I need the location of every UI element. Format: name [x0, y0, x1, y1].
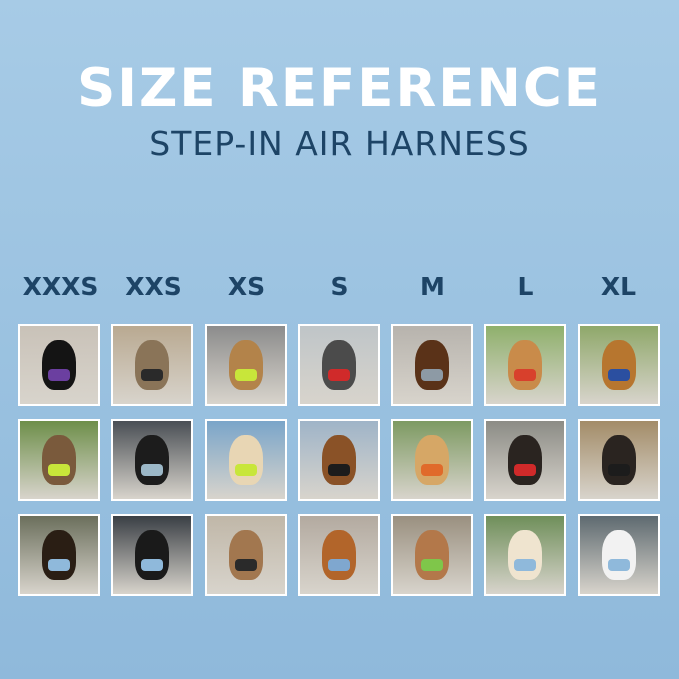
size-label-s: S — [330, 272, 349, 301]
dog-photo-grid — [18, 324, 660, 596]
harness-figure — [234, 368, 257, 381]
harness-figure — [607, 558, 630, 571]
harness-figure — [421, 558, 444, 571]
page-title: SIZE REFERENCE — [77, 58, 602, 119]
dog-photo — [18, 324, 100, 406]
harness-figure — [514, 463, 537, 476]
dog-photo — [297, 324, 380, 406]
dog-photo — [484, 419, 567, 501]
dog-figure — [508, 340, 543, 391]
dog-figure — [228, 340, 263, 391]
dog-photo — [577, 419, 660, 501]
dog-figure — [601, 435, 636, 486]
harness-figure — [327, 463, 350, 476]
size-label-xxxs: XXXS — [22, 272, 99, 301]
size-label-xs: XS — [227, 272, 266, 301]
dog-figure — [135, 340, 170, 391]
dog-photo — [18, 514, 100, 596]
dog-photo — [111, 419, 194, 501]
harness-figure — [48, 558, 70, 571]
harness-figure — [514, 368, 537, 381]
dog-photo — [18, 419, 100, 501]
dog-photo — [204, 419, 287, 501]
size-label-xxs: XXS — [125, 272, 182, 301]
dog-figure — [415, 340, 450, 391]
page-subtitle: STEP-IN AIR HARNESS — [149, 124, 530, 163]
dog-photo — [111, 514, 194, 596]
harness-figure — [234, 463, 257, 476]
harness-figure — [141, 463, 164, 476]
dog-figure — [228, 435, 263, 486]
size-label-m: M — [420, 272, 445, 301]
dog-photo — [111, 324, 194, 406]
dog-photo — [297, 419, 380, 501]
harness-figure — [141, 558, 164, 571]
dog-figure — [601, 530, 636, 581]
size-labels: XXXS XXS XS S M L XL — [14, 272, 666, 302]
dog-photo — [297, 514, 380, 596]
dog-figure — [601, 340, 636, 391]
dog-figure — [321, 530, 356, 581]
harness-figure — [607, 368, 630, 381]
dog-photo — [484, 514, 567, 596]
dog-figure — [321, 340, 356, 391]
harness-figure — [607, 463, 630, 476]
harness-figure — [421, 368, 444, 381]
dog-figure — [135, 435, 170, 486]
dog-photo — [484, 324, 567, 406]
dog-figure — [228, 530, 263, 581]
harness-figure — [514, 558, 537, 571]
dog-figure — [415, 435, 450, 486]
dog-photo — [204, 514, 287, 596]
dog-photo — [391, 419, 474, 501]
dog-figure — [42, 340, 76, 391]
dog-photo — [391, 324, 474, 406]
harness-figure — [141, 368, 164, 381]
dog-photo — [391, 514, 474, 596]
size-label-xl: XL — [600, 272, 637, 301]
dog-figure — [321, 435, 356, 486]
dog-figure — [135, 530, 170, 581]
harness-figure — [327, 558, 350, 571]
dog-figure — [508, 435, 543, 486]
size-label-l: L — [517, 272, 534, 301]
harness-figure — [327, 368, 350, 381]
dog-photo — [577, 324, 660, 406]
dog-figure — [42, 530, 76, 581]
dog-photo — [204, 324, 287, 406]
dog-figure — [42, 435, 76, 486]
harness-figure — [421, 463, 444, 476]
dog-photo — [577, 514, 660, 596]
harness-figure — [234, 558, 257, 571]
dog-figure — [415, 530, 450, 581]
harness-figure — [48, 368, 70, 381]
dog-figure — [508, 530, 543, 581]
harness-figure — [48, 463, 70, 476]
